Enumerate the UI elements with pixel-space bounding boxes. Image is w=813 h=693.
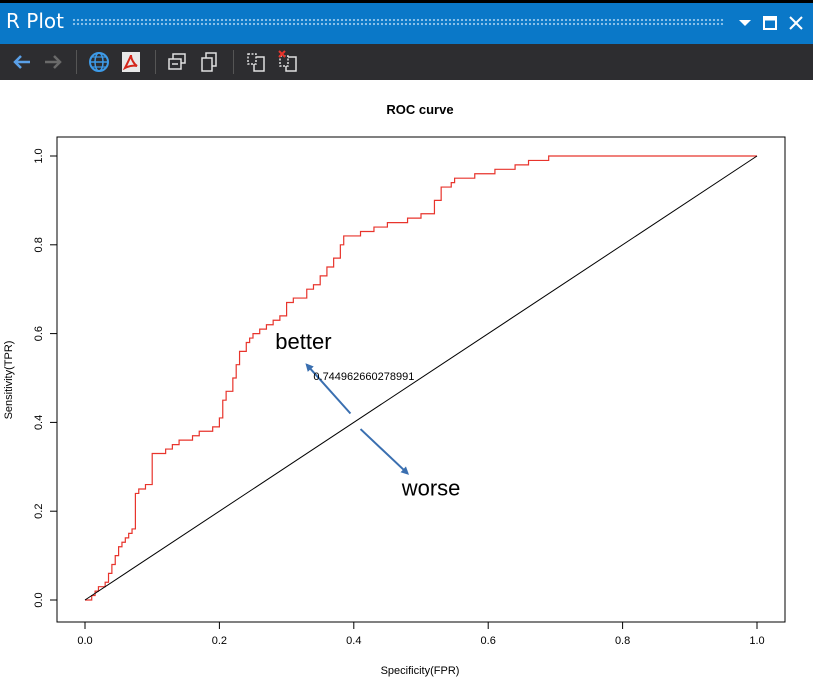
toolbar-separator [155,50,156,74]
copy-as-metafile-icon[interactable] [197,50,221,74]
forward-arrow-icon[interactable] [41,50,65,74]
y-axis: 0.0 0.2 0.4 0.6 0.8 1.0 [33,148,58,608]
worse-arrow [359,428,410,475]
annotation-layer: 0.744962660278991 better worse [275,329,460,501]
window-title: R Plot [6,9,64,33]
x-tick-label: 1.0 [749,635,764,647]
series-layer [84,155,758,601]
title-bar: R Plot [0,0,813,44]
diagonal-reference-line [84,155,758,601]
toolbar [0,44,813,80]
better-label: better [275,329,331,354]
x-axis-label: Specificity(FPR) [381,665,460,677]
y-tick-label: 0.8 [33,237,45,252]
copy-as-bitmap-icon[interactable] [165,50,189,74]
y-tick-label: 0.4 [33,415,45,430]
x-tick-label: 0.0 [77,635,92,647]
title-grip[interactable] [72,18,724,27]
export-icon[interactable] [244,50,268,74]
roc-curve-line [85,155,757,601]
auc-value-label: 0.744962660278991 [313,371,414,383]
x-axis: 0.0 0.2 0.4 0.6 0.8 1.0 [77,621,765,647]
globe-icon[interactable] [87,50,111,74]
y-axis-label: Sensitivity(TPR) [3,341,15,420]
y-tick-label: 0.6 [33,326,45,341]
x-tick-label: 0.2 [212,635,227,647]
worse-label: worse [401,476,461,501]
toolbar-separator [233,50,234,74]
x-tick-label: 0.8 [615,635,630,647]
roc-plot: ROC curve 0.0 0.2 0.4 0.6 0.8 1.0 0.00.20.40.… [3,102,786,677]
chart-title: ROC curve [386,102,453,117]
close-icon[interactable] [785,12,807,34]
dropdown-icon[interactable] [734,12,756,34]
back-arrow-icon[interactable] [10,50,34,74]
y-tick-label: 0.0 [33,592,45,607]
maximize-icon[interactable] [759,12,781,34]
y-tick-label: 0.2 [33,504,45,519]
y-tick-label: 1.0 [33,148,45,163]
x-tick-label: 0.6 [481,635,496,647]
better-arrow [305,363,352,415]
pdf-icon[interactable] [119,50,143,74]
toolbar-separator [76,50,77,74]
x-tick-label: 0.4 [346,635,361,647]
remove-plot-icon[interactable] [276,50,300,74]
